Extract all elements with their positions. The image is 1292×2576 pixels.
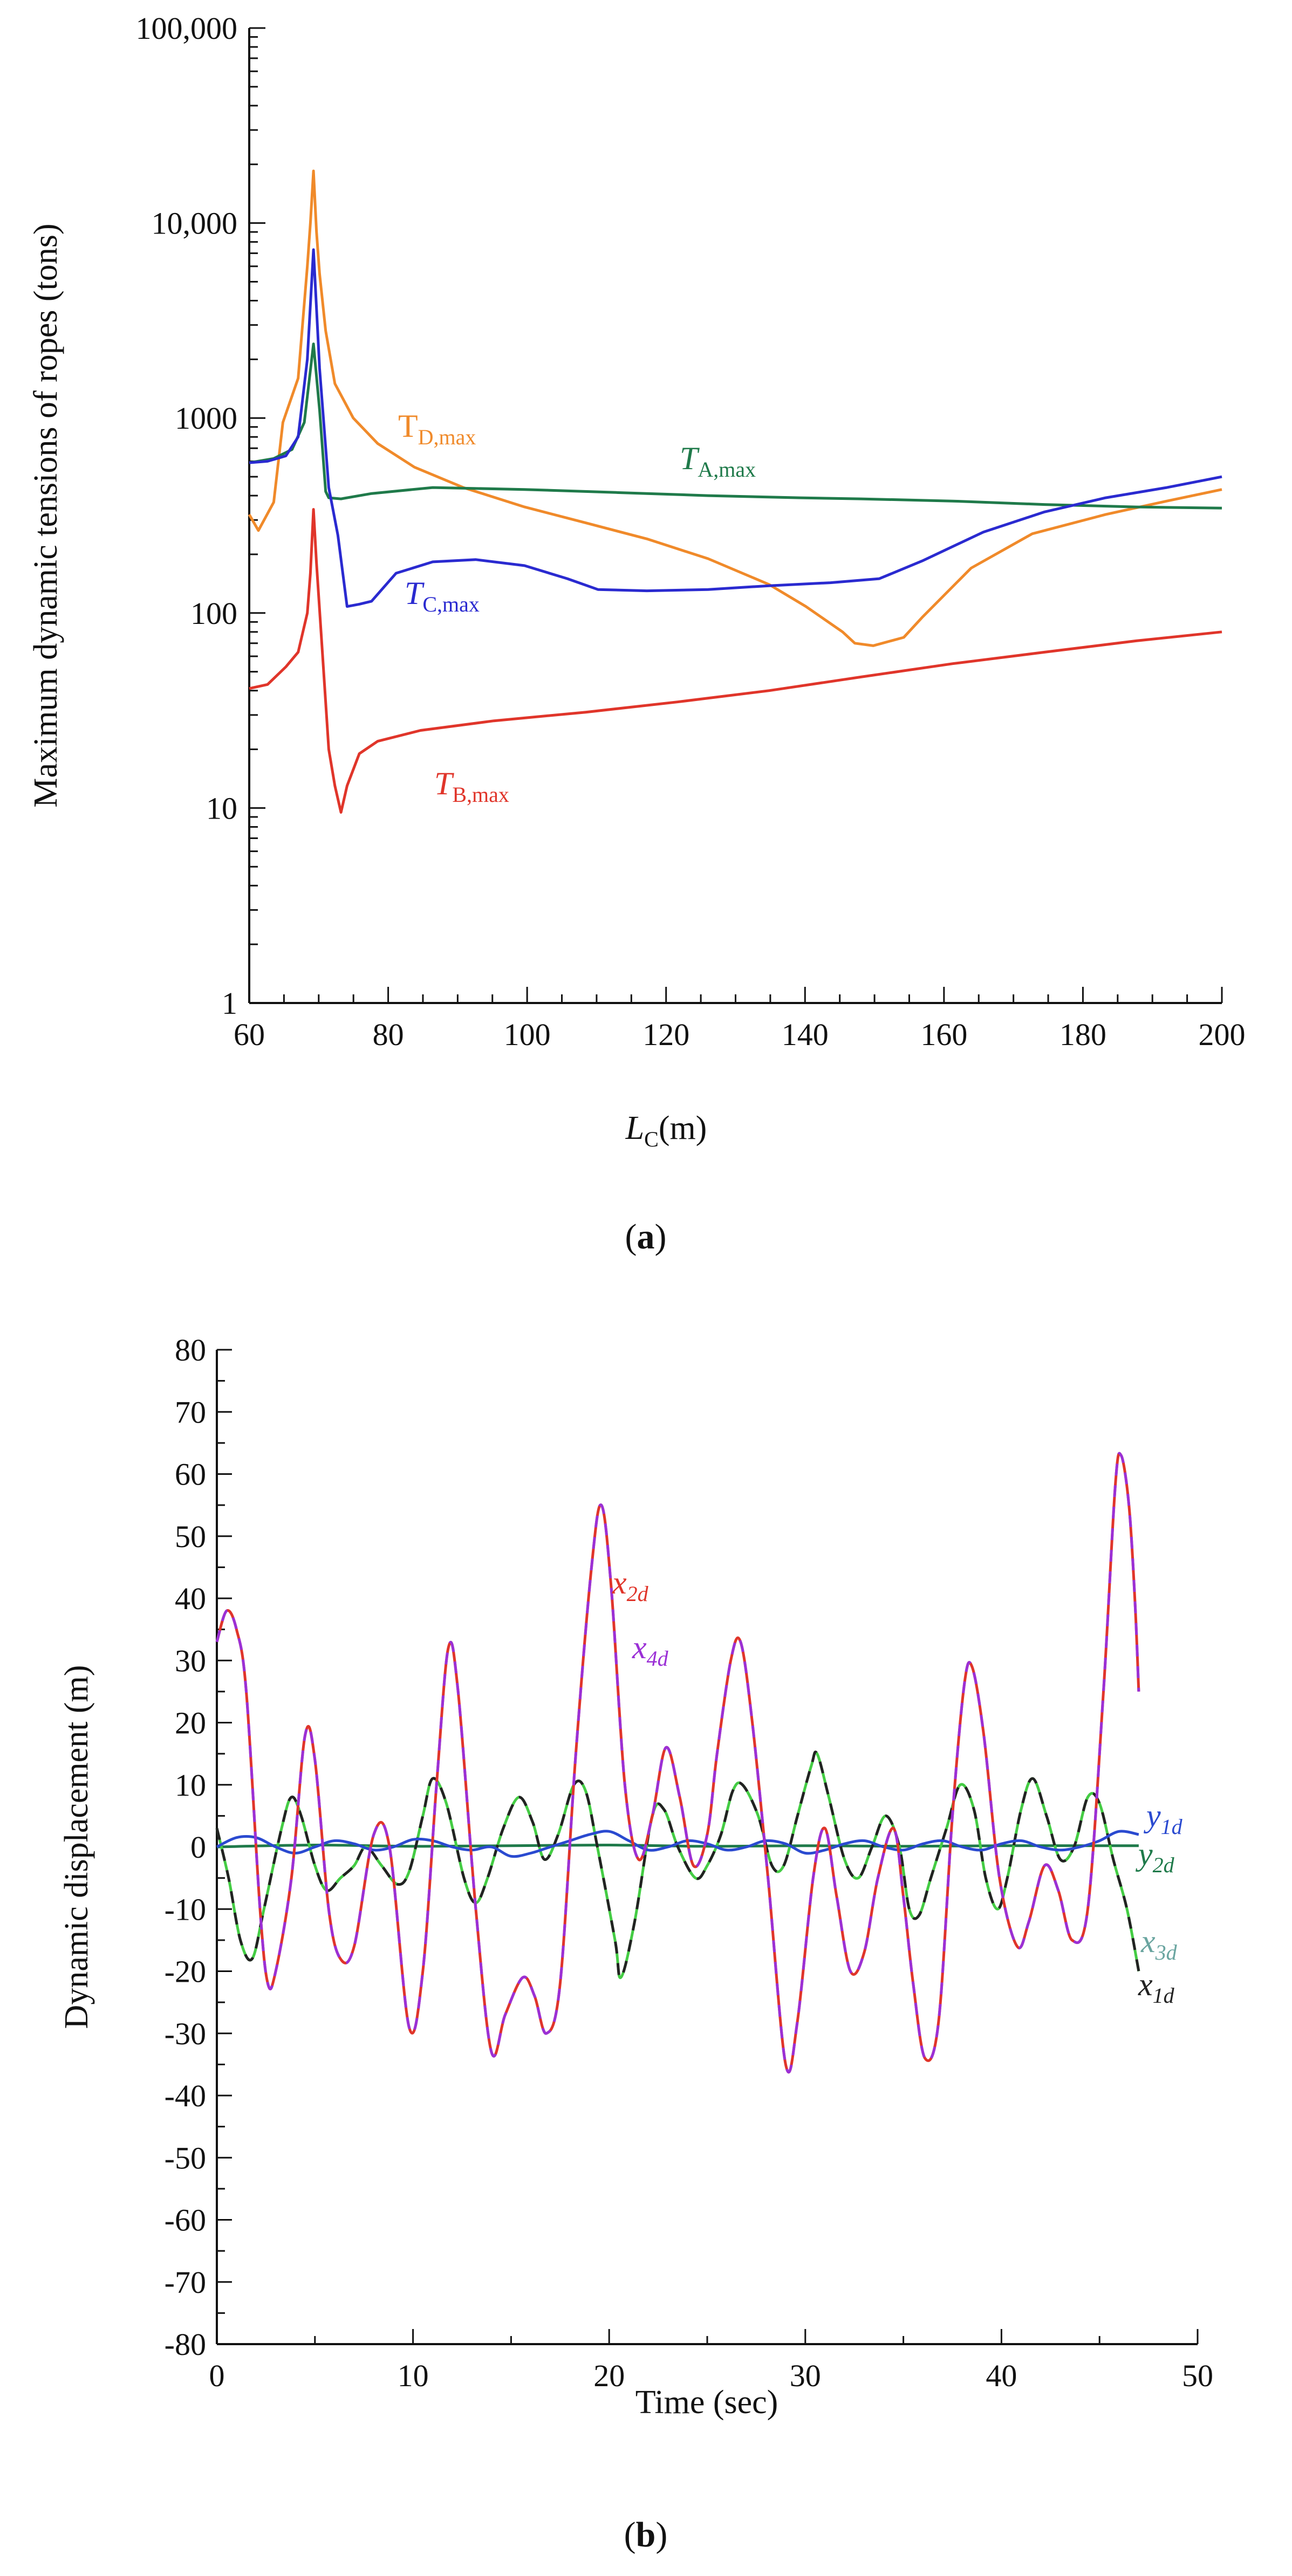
series-label-ta-main: T bbox=[680, 441, 700, 476]
chart-a: 1 10 100 1000 10,000 100,000 60 80 100 120 140 160… bbox=[28, 11, 1246, 1256]
chart-b-y-tick-label: -30 bbox=[165, 2016, 206, 2051]
series-label-td: TD,max bbox=[398, 408, 476, 449]
chart-b-x-tick-label: 50 bbox=[1182, 2358, 1213, 2393]
series-label-y2d-main: y bbox=[1135, 1836, 1153, 1872]
series-label-td-sub: D,max bbox=[418, 425, 476, 449]
chart-b-x-tick-label: 10 bbox=[398, 2358, 429, 2393]
chart-a-line-cmax bbox=[249, 248, 1222, 608]
chart-b-y-tick-label: 70 bbox=[175, 1395, 206, 1430]
chart-a-x-ticks: 60 80 100 120 140 160 180 200 bbox=[234, 987, 1246, 1052]
series-label-x4d-main: x bbox=[632, 1630, 647, 1665]
chart-a-x-tick-label: 80 bbox=[373, 1017, 404, 1052]
chart-b-x-tick-label: 20 bbox=[593, 2358, 625, 2393]
chart-a-y-tick-label: 1 bbox=[222, 986, 237, 1021]
series-label-y1d-sub: 1d bbox=[1161, 1815, 1183, 1839]
chart-b-line-y2d bbox=[216, 1843, 1139, 1849]
chart-b-x-tick-label: 40 bbox=[986, 2358, 1017, 2393]
chart-b-y-tick-label: 20 bbox=[175, 1706, 206, 1741]
chart-b-y-tick-label: 40 bbox=[175, 1581, 206, 1616]
series-label-x1d-sub: 1d bbox=[1153, 1983, 1175, 2008]
chart-a-x-tick-label: 100 bbox=[504, 1017, 551, 1052]
chart-b-y-tick-label: -20 bbox=[165, 1954, 206, 1989]
chart-b-y-tick-label: 60 bbox=[175, 1457, 206, 1492]
chart-b-x-ticks: 0 10 20 30 40 50 bbox=[209, 2329, 1213, 2393]
series-label-ta: TA,max bbox=[680, 441, 756, 482]
series-label-y2d-sub: 2d bbox=[1153, 1853, 1175, 1877]
chart-a-line-amax bbox=[249, 342, 1222, 510]
series-label-x1d: x1d bbox=[1138, 1967, 1175, 2008]
series-label-y1d-main: y bbox=[1143, 1798, 1161, 1833]
series-label-x3d-main: x bbox=[1140, 1924, 1156, 1959]
chart-a-y-ticks: 1 10 100 1000 10,000 100,000 bbox=[136, 11, 265, 1021]
chart-a-y-tick-label: 10,000 bbox=[152, 206, 238, 241]
chart-b-y-tick-label: -60 bbox=[165, 2203, 206, 2238]
chart-b-series bbox=[215, 1452, 1140, 2074]
chart-a-xlabel-sub: C bbox=[644, 1127, 659, 1151]
chart-a-x-tick-label: 200 bbox=[1199, 1017, 1246, 1052]
chart-b-y-tick-label: 30 bbox=[175, 1643, 206, 1678]
series-label-tc-main: T bbox=[405, 575, 425, 611]
chart-a-x-tick-label: 120 bbox=[642, 1017, 689, 1052]
chart-b-x-tick-label: 30 bbox=[790, 2358, 821, 2393]
chart-b-y-ticks: 80 70 60 50 40 30 20 10 0 -10 -20 -30 -40 -50 -60 -70 -8… bbox=[165, 1332, 232, 2362]
series-label-y1d: y1d bbox=[1143, 1798, 1183, 1839]
chart-a-y-tick-label: 100,000 bbox=[136, 11, 238, 46]
series-label-x3d: x3d bbox=[1140, 1924, 1178, 1964]
series-label-x3d-sub: 3d bbox=[1155, 1940, 1178, 1964]
series-label-tb-sub: B,max bbox=[452, 782, 509, 807]
chart-b: 80 70 60 50 40 30 20 10 0 -10 -20 -30 -40 -50 -60 -70 -8… bbox=[58, 1332, 1213, 2554]
chart-b-line-x1d bbox=[215, 1750, 1140, 1980]
chart-b-ylabel: Dynamic displacement (m) bbox=[58, 1665, 95, 2029]
series-label-x4d: x4d bbox=[632, 1630, 669, 1671]
series-label-tc: TC,max bbox=[405, 575, 480, 616]
chart-b-y-tick-label: 0 bbox=[190, 1830, 206, 1865]
chart-b-y-tick-label: 80 bbox=[175, 1332, 206, 1368]
series-label-tb: TB,max bbox=[434, 766, 509, 807]
chart-b-y-tick-label: -10 bbox=[165, 1892, 206, 1927]
chart-b-xlabel: Time (sec) bbox=[635, 2384, 778, 2421]
series-label-tc-sub: C,max bbox=[422, 592, 480, 616]
chart-b-x-tick-label: 0 bbox=[209, 2358, 225, 2393]
series-label-tb-main: T bbox=[434, 766, 454, 801]
chart-a-x-tick-label: 140 bbox=[782, 1017, 829, 1052]
chart-b-y-tick-label: -70 bbox=[165, 2265, 206, 2300]
series-label-ta-sub: A,max bbox=[698, 457, 756, 482]
series-label-x4d-sub: 4d bbox=[647, 1646, 669, 1671]
series-label-x1d-main: x bbox=[1138, 1967, 1153, 2002]
series-label-x2d: x2d bbox=[612, 1565, 649, 1606]
chart-a-line-dmax bbox=[248, 169, 1222, 647]
chart-a-xlabel-main: L bbox=[625, 1110, 644, 1146]
series-label-x2d-main: x bbox=[612, 1565, 627, 1600]
chart-b-y-tick-label: -40 bbox=[165, 2078, 206, 2113]
chart-a-y-tick-label: 10 bbox=[206, 791, 237, 826]
chart-a-y-tick-label: 100 bbox=[190, 596, 237, 631]
chart-a-xlabel: LC(m) bbox=[625, 1110, 707, 1151]
chart-a-x-tick-label: 180 bbox=[1059, 1017, 1106, 1052]
chart-b-y-tick-label: -80 bbox=[165, 2327, 206, 2362]
chart-b-y-tick-label: 50 bbox=[175, 1519, 206, 1554]
series-label-y2d: y2d bbox=[1135, 1836, 1175, 1877]
chart-a-ylabel: Maximum dynamic tensions of ropes (tons) bbox=[28, 223, 64, 807]
chart-b-line-y1d bbox=[216, 1830, 1139, 1858]
panel-label-a: (a) bbox=[625, 1217, 667, 1256]
chart-b-y-tick-label: -50 bbox=[165, 2140, 206, 2175]
panel-label-b: (b) bbox=[624, 2515, 668, 2554]
chart-a-x-tick-label: 160 bbox=[920, 1017, 967, 1052]
chart-a-series bbox=[248, 169, 1222, 814]
chart-a-y-tick-label: 1000 bbox=[175, 401, 237, 436]
series-label-x2d-sub: 2d bbox=[627, 1582, 649, 1606]
panel-letter-a: a bbox=[637, 1217, 655, 1256]
chart-a-x-tick-label: 60 bbox=[234, 1017, 265, 1052]
chart-a-line-bmax bbox=[249, 508, 1222, 814]
chart-b-line-x2d bbox=[215, 1452, 1140, 2074]
chart-b-y-tick-label: 10 bbox=[175, 1768, 206, 1803]
panel-letter-b: b bbox=[636, 2515, 656, 2554]
chart-a-xlabel-unit: (m) bbox=[659, 1110, 707, 1146]
chart-b-line-x4d bbox=[215, 1452, 1140, 2074]
series-label-td-main: T bbox=[398, 408, 418, 444]
